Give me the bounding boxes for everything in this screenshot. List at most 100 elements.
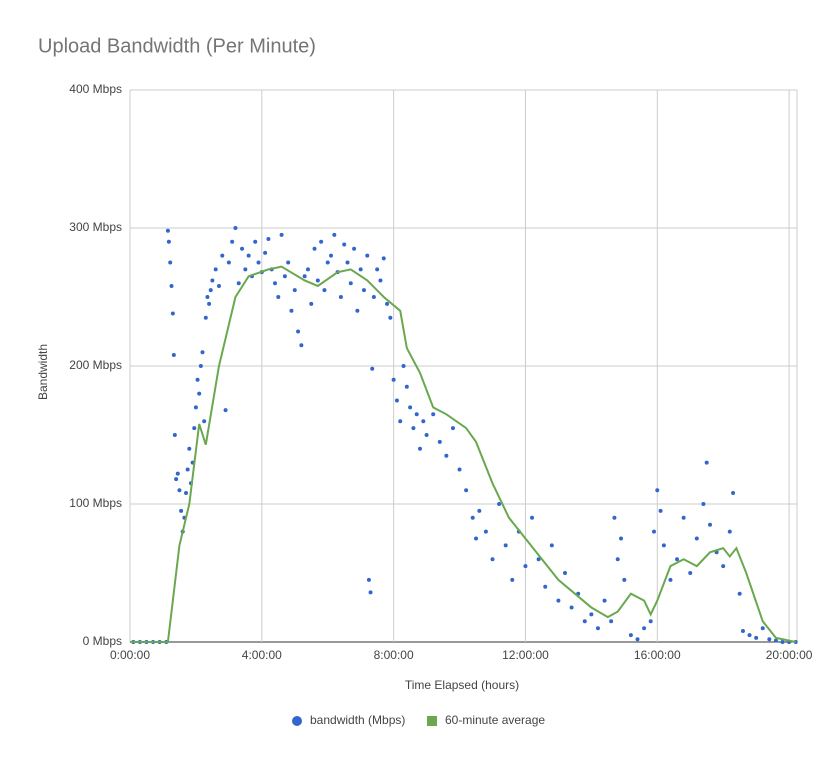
legend-marker [292,716,302,726]
data-point [388,315,393,320]
y-tick-label: 300 Mbps [69,220,122,234]
data-point [490,557,495,562]
data-point [185,467,190,472]
data-point [477,508,482,513]
data-point [315,278,320,283]
data-point [184,490,189,495]
data-point [179,508,184,513]
data-point [622,577,627,582]
data-point [200,350,205,355]
data-point [658,508,663,513]
data-point [170,311,175,316]
data-point [411,426,416,431]
y-tick-label: 100 Mbps [69,496,122,510]
data-point [193,405,198,410]
data-point [368,590,373,595]
x-tick-label: 16:00:00 [634,648,681,662]
data-point [754,635,759,640]
y-tick-label: 400 Mbps [69,82,122,96]
data-point [767,637,772,642]
data-point [721,564,726,569]
data-point [299,343,304,348]
data-point [549,543,554,548]
data-point [345,260,350,265]
data-point [352,246,357,251]
data-point [370,366,375,371]
data-point [342,242,347,247]
data-point [216,283,221,288]
data-point [642,626,647,631]
data-point [168,260,173,265]
data-point [648,619,653,624]
data-point [289,308,294,313]
data-point [421,419,426,424]
x-axis-label: Time Elapsed (hours) [405,678,519,692]
data-point [332,232,337,237]
data-point [602,598,607,603]
data-point [503,543,508,548]
data-point [727,529,732,534]
data-point [172,433,177,437]
data-point [523,564,528,569]
data-point [510,577,515,582]
data-point [398,419,403,424]
data-point [207,301,212,306]
data-point [205,295,210,299]
data-point [530,515,535,520]
data-point [595,626,600,631]
data-point [731,490,736,495]
y-axis-label: Bandwidth [36,344,50,400]
x-tick-label: 0:00:00 [110,648,150,662]
data-point [589,612,594,617]
data-point [628,633,633,638]
data-point [203,315,208,320]
data-point [355,308,360,313]
data-point [536,557,541,562]
data-point [233,226,238,230]
data-point [470,515,475,520]
data-point [286,260,291,265]
data-point [309,301,314,306]
data-point [312,246,317,251]
data-point [187,446,192,451]
data-point [450,426,455,431]
data-point [171,352,176,357]
x-tick-label: 8:00:00 [374,648,414,662]
data-point [612,515,617,520]
data-point [279,232,284,237]
data-point [569,605,574,610]
data-point [322,288,327,293]
data-point [197,391,202,396]
data-point [694,536,699,541]
data-point [582,619,587,624]
data-point [661,543,666,548]
data-point [737,591,742,596]
data-point [276,295,281,299]
data-point [273,281,277,286]
data-point [444,453,449,458]
data-point [305,267,310,272]
legend-label: bandwidth (Mbps) [310,713,405,727]
data-point [704,460,709,465]
data-point [457,467,462,472]
data-point [747,633,752,638]
data-point [165,228,170,233]
data-point [655,488,660,493]
data-point [408,405,413,410]
data-point [329,253,334,258]
data-point [681,515,686,520]
data-point [175,471,180,476]
data-point [431,412,436,417]
data-point [210,278,215,283]
data-point [226,260,231,265]
data-point [773,638,778,643]
data-point [220,253,225,258]
data-point [375,267,380,272]
data-point [414,412,419,417]
data-point [651,529,656,534]
data-point [424,433,429,437]
data-point [266,237,271,242]
data-point [202,419,207,424]
data-point [394,398,399,403]
